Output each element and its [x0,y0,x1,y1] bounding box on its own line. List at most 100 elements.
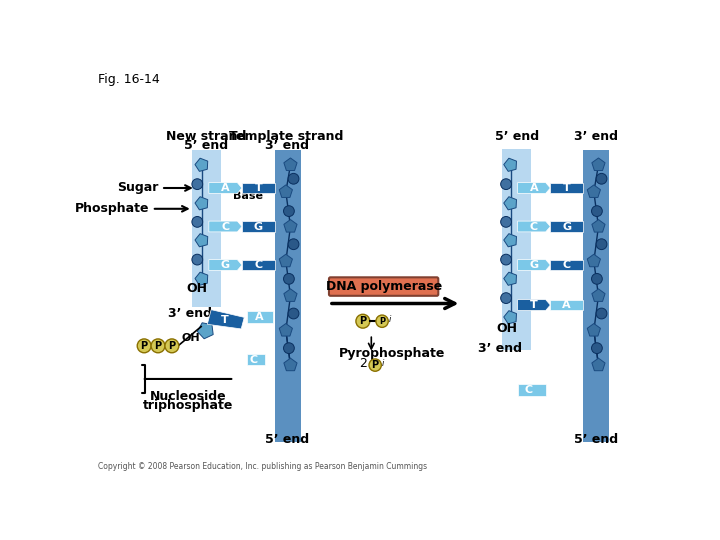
Polygon shape [209,260,242,271]
Circle shape [500,179,511,190]
Polygon shape [242,183,275,193]
Polygon shape [550,260,583,271]
Circle shape [500,254,511,265]
Text: C: C [249,355,258,365]
Text: A: A [562,300,571,310]
Polygon shape [242,260,275,271]
Polygon shape [518,183,550,193]
Text: i: i [388,315,391,324]
Text: P: P [359,316,366,326]
Text: G: G [254,221,263,232]
Text: Pyrophosphate: Pyrophosphate [339,347,445,360]
Text: 2: 2 [359,357,366,370]
Text: 3’ end: 3’ end [168,307,212,320]
Polygon shape [209,221,242,232]
Circle shape [596,239,607,249]
Text: 5’ end: 5’ end [495,130,539,143]
Text: C: C [524,384,533,395]
Text: i: i [382,359,384,368]
Polygon shape [284,220,297,232]
Text: Template strand: Template strand [230,130,343,143]
Circle shape [284,206,294,217]
Polygon shape [197,323,213,339]
Circle shape [596,173,607,184]
Text: 5’ end: 5’ end [264,433,309,446]
Text: G: G [562,221,571,232]
Text: OH: OH [496,322,518,335]
Polygon shape [592,289,605,301]
Text: T: T [530,300,538,310]
Text: Fig. 16-14: Fig. 16-14 [98,72,160,85]
Polygon shape [550,300,583,310]
Polygon shape [284,358,297,370]
Polygon shape [284,158,297,171]
Text: T: T [221,315,229,325]
Circle shape [284,273,294,284]
Polygon shape [284,289,297,301]
Polygon shape [592,358,605,370]
Text: triphosphate: triphosphate [143,399,233,412]
Text: DNA polymerase: DNA polymerase [325,280,442,293]
Text: A: A [530,183,539,193]
Polygon shape [588,254,600,267]
Text: A: A [221,183,230,193]
Text: G: G [221,260,230,270]
Text: 3’ end: 3’ end [478,342,522,355]
Text: C: C [530,221,538,232]
Polygon shape [588,185,600,198]
Circle shape [596,308,607,319]
Text: C: C [562,260,571,270]
Polygon shape [592,220,605,232]
Text: Phosphate: Phosphate [75,202,150,215]
Circle shape [165,339,179,353]
Bar [503,150,531,350]
Circle shape [192,179,203,190]
Polygon shape [195,158,208,171]
Circle shape [192,254,203,265]
Text: C: C [221,221,230,232]
Polygon shape [195,272,208,285]
Text: Base: Base [233,191,263,201]
Text: P: P [155,341,161,351]
Text: P: P [379,316,385,326]
Polygon shape [504,310,516,324]
Circle shape [369,359,382,372]
Circle shape [288,173,299,184]
Polygon shape [518,260,550,271]
Text: 3’ end: 3’ end [574,130,618,143]
Polygon shape [588,323,600,336]
Polygon shape [518,384,546,396]
Polygon shape [279,323,292,336]
Polygon shape [246,354,265,365]
Circle shape [284,343,294,354]
Text: C: C [254,260,263,270]
FancyBboxPatch shape [329,278,438,296]
Circle shape [500,217,511,227]
Polygon shape [550,221,583,232]
Polygon shape [207,309,244,329]
Text: P: P [140,341,148,351]
Circle shape [192,217,203,227]
Text: A: A [256,312,264,322]
Polygon shape [550,183,583,193]
Polygon shape [592,158,605,171]
Text: Sugar: Sugar [117,181,159,194]
Text: New strand: New strand [166,130,247,143]
Text: OH: OH [181,333,199,343]
Bar [583,150,609,442]
Polygon shape [504,158,516,171]
Polygon shape [279,185,292,198]
Circle shape [288,308,299,319]
Polygon shape [518,300,550,310]
Text: P: P [372,360,379,370]
Text: Nucleoside: Nucleoside [150,390,226,403]
Polygon shape [242,221,275,232]
Polygon shape [195,234,208,247]
Text: 5’ end: 5’ end [574,433,618,446]
Text: OH: OH [186,281,208,295]
Circle shape [138,339,151,353]
Polygon shape [246,311,273,323]
Text: 5’ end: 5’ end [184,139,228,152]
Circle shape [151,339,165,353]
Bar [275,150,301,442]
